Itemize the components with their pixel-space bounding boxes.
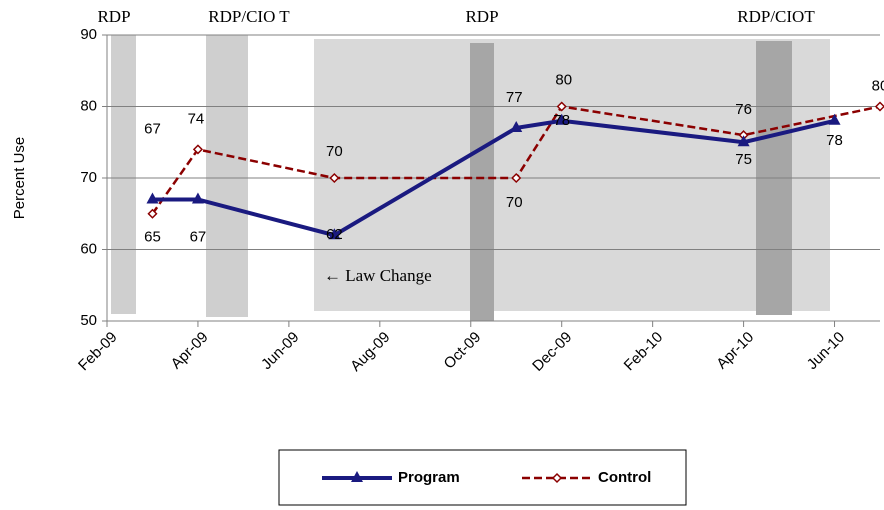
annotation: RDP/CIOT — [737, 7, 815, 26]
data-label: 78 — [826, 132, 843, 149]
point — [511, 172, 522, 184]
point — [191, 192, 204, 204]
point — [328, 228, 341, 240]
x-tick-label: Feb-10 — [621, 329, 667, 375]
point — [510, 120, 523, 132]
data-label: 62 — [326, 226, 343, 243]
point — [555, 113, 568, 125]
point — [556, 101, 567, 112]
y-tick-label: 70 — [80, 169, 97, 186]
point — [828, 113, 841, 125]
band — [206, 35, 248, 317]
y-tick-label: 50 — [80, 312, 97, 329]
data-label: 80 — [555, 71, 572, 88]
x-tick-label: Oct-09 — [441, 329, 485, 373]
data-label: 77 — [506, 89, 523, 106]
legend-marker — [351, 471, 363, 482]
band — [470, 43, 494, 321]
y-tick-label: 60 — [80, 240, 97, 257]
y-tick-label: 80 — [80, 97, 97, 114]
legend-label: Program — [398, 469, 460, 486]
legend-label: Control — [598, 469, 651, 486]
annotation: RDP/CIO T — [208, 7, 290, 26]
data-label: 78 — [553, 112, 570, 129]
y-axis-label: Percent Use — [11, 137, 28, 220]
x-tick-label: Jun-10 — [804, 329, 848, 373]
annotation: RDP — [465, 7, 498, 26]
data-label: 74 — [188, 110, 205, 127]
data-label: 65 — [144, 229, 161, 246]
x-tick-label: Feb-09 — [75, 329, 121, 375]
band — [111, 35, 136, 314]
band — [314, 39, 830, 311]
point — [147, 208, 158, 219]
data-label: 67 — [190, 228, 207, 245]
x-tick-label: Apr-09 — [168, 329, 212, 373]
point — [329, 172, 340, 184]
annotation: ← Law Change — [324, 266, 432, 285]
point — [874, 101, 884, 112]
legend-marker — [551, 472, 563, 484]
data-label: 70 — [326, 143, 343, 160]
x-tick-label: Apr-10 — [713, 329, 757, 373]
data-label: 75 — [735, 151, 752, 168]
data-label: 67 — [144, 120, 161, 137]
x-tick-label: Aug-09 — [347, 329, 393, 375]
data-label: 80 — [872, 77, 884, 94]
point — [192, 144, 204, 155]
x-tick-label: Jun-09 — [258, 329, 302, 373]
x-tick-label: Dec-09 — [529, 329, 575, 375]
data-label: 76 — [735, 101, 752, 118]
point — [737, 135, 750, 147]
annotation: RDP — [97, 7, 130, 26]
point — [146, 192, 159, 204]
y-tick-label: 90 — [80, 26, 97, 43]
data-label: 70 — [506, 194, 523, 211]
